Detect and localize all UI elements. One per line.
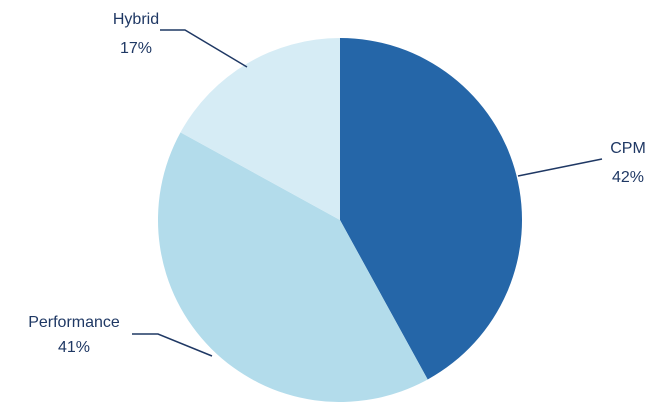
slice-name-label-performance: Performance — [28, 314, 120, 331]
slice-name-label-hybrid: Hybrid — [113, 11, 159, 28]
leader-line-performance — [132, 333, 213, 357]
pie-slice-cpm — [340, 37, 523, 380]
leader-line-cpm — [517, 158, 603, 177]
pie-slice-hybrid — [180, 38, 340, 220]
pie-slice-performance — [158, 132, 428, 402]
slice-percent-label-hybrid: 17% — [120, 40, 152, 57]
leader-line-hybrid — [160, 29, 248, 68]
slice-percent-label-performance: 41% — [58, 339, 90, 356]
slice-percent-label-cpm: 42% — [612, 169, 644, 186]
pie-slices — [158, 37, 523, 402]
leader-lines — [132, 29, 603, 357]
slice-name-label-cpm: CPM — [610, 140, 646, 157]
slice-labels: CPM 42% Performance 41% Hybrid 17% — [28, 11, 646, 356]
